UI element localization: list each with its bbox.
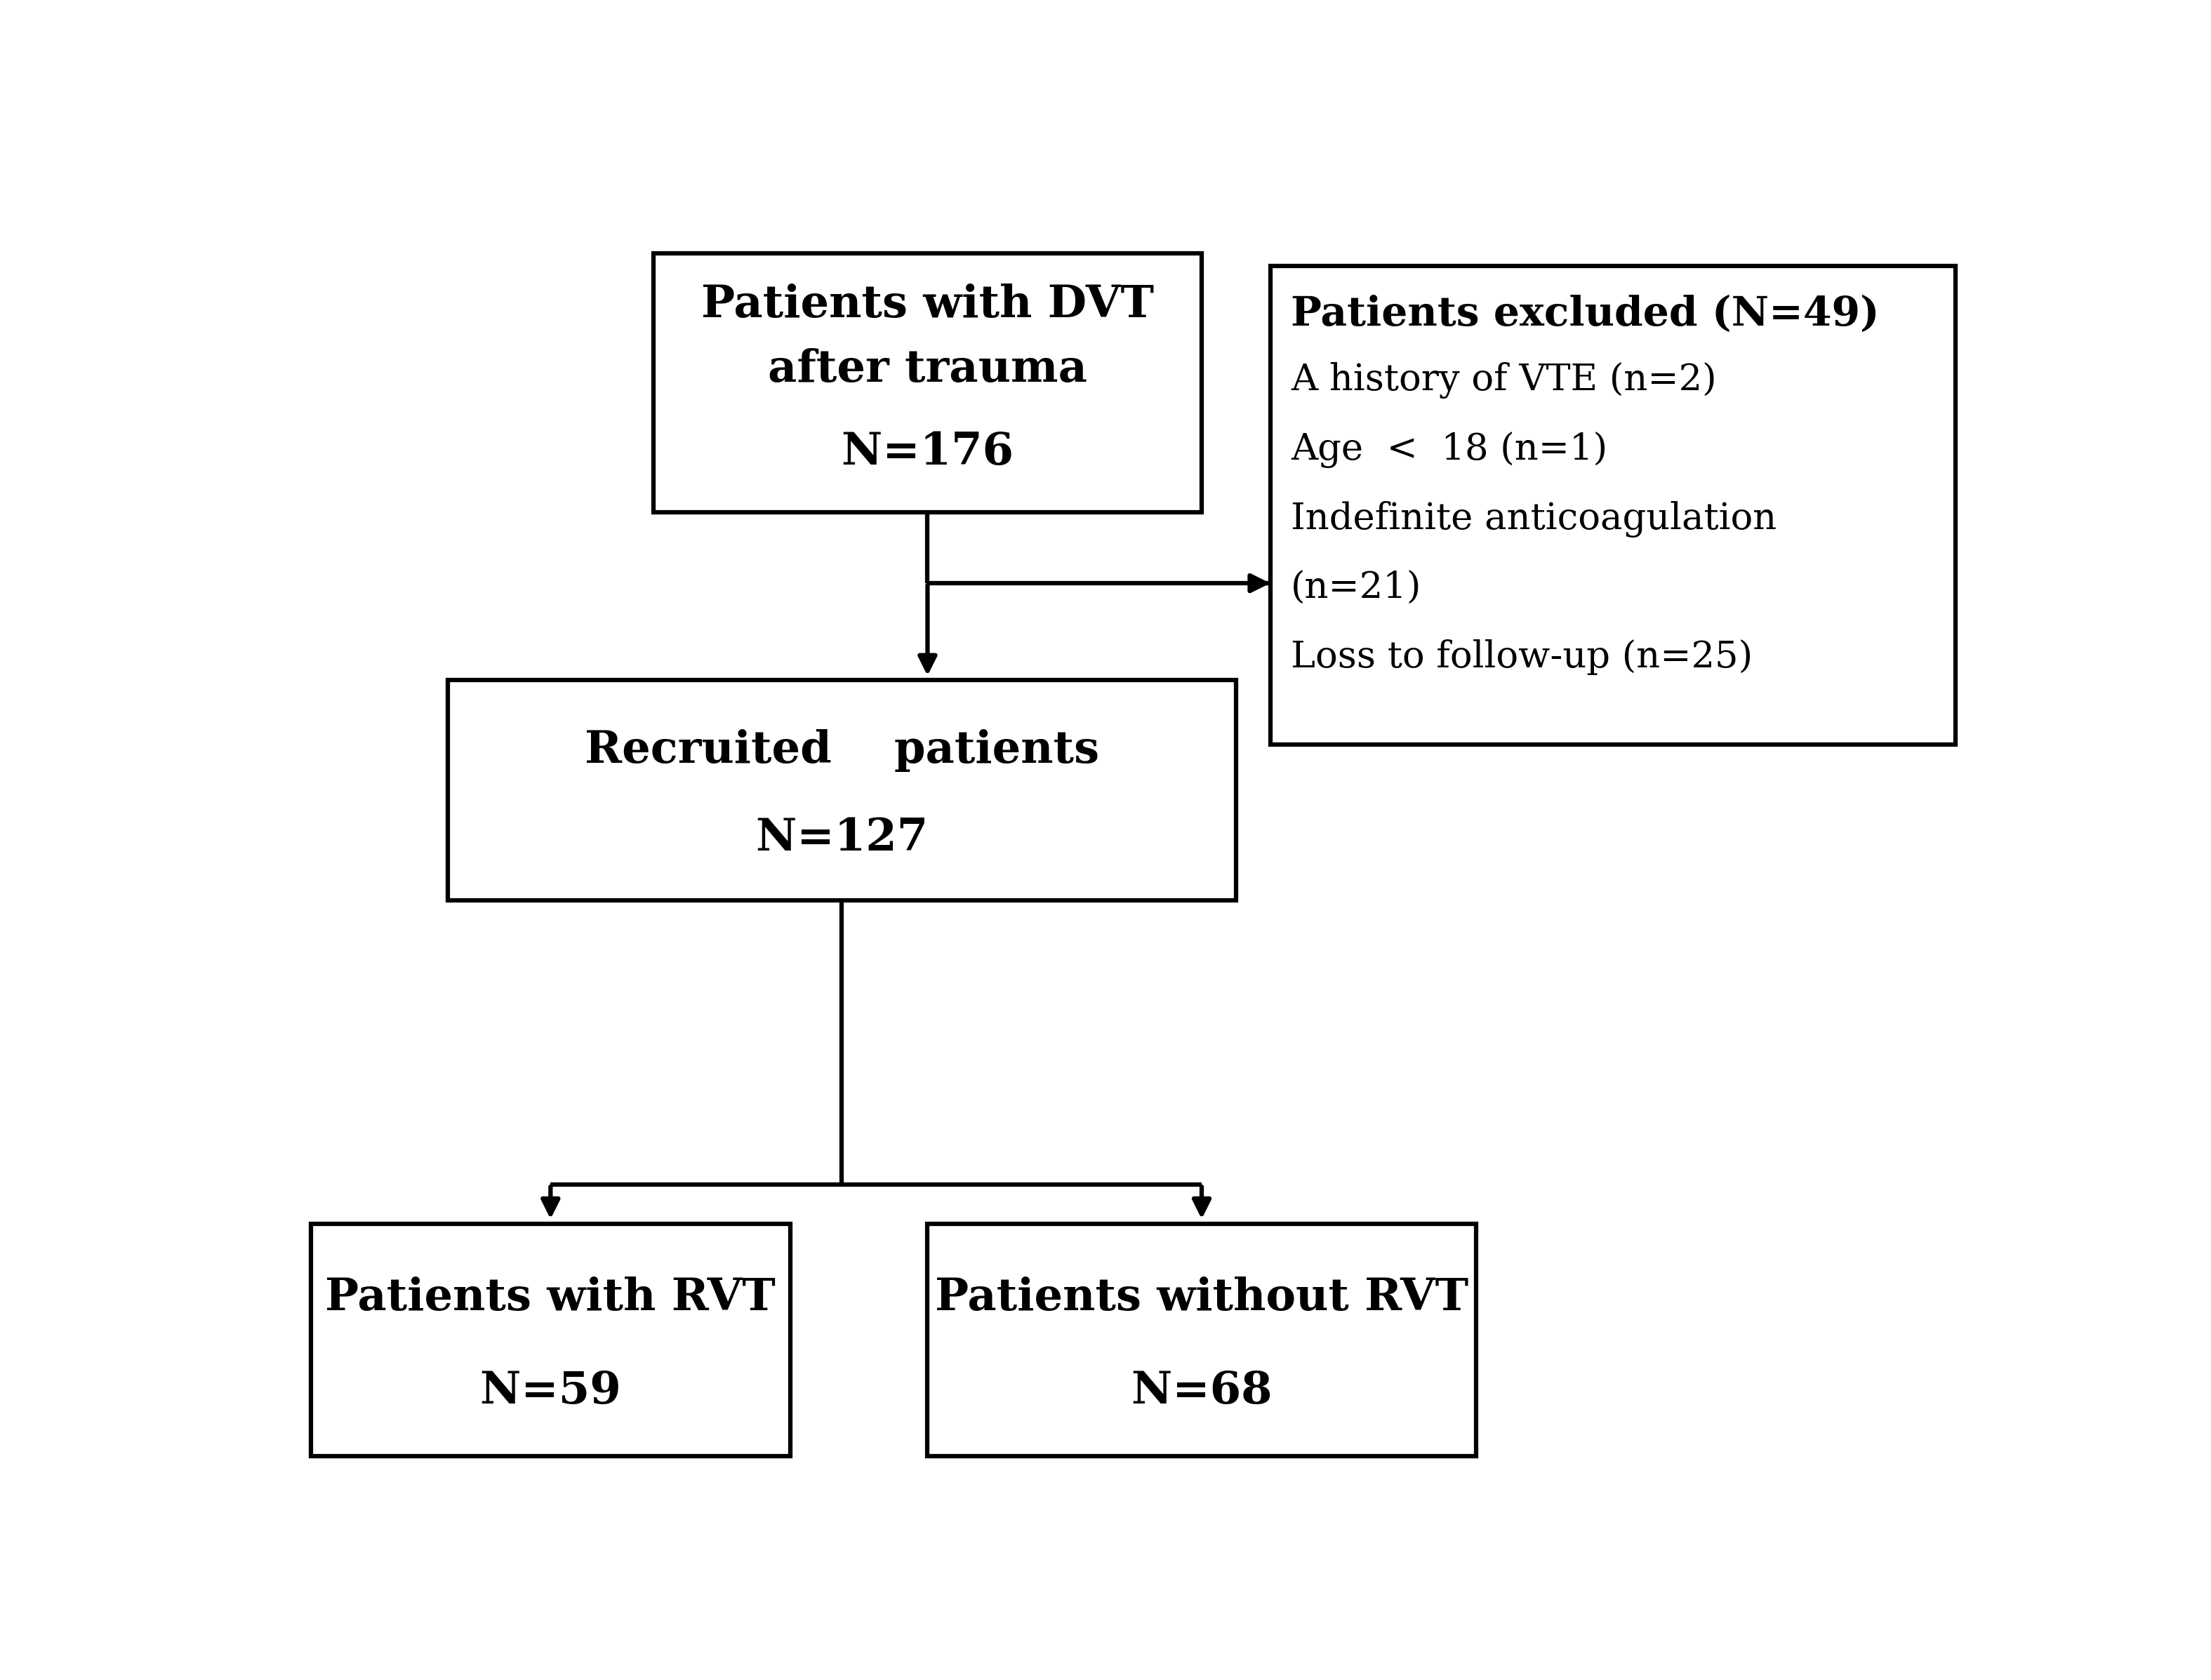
- Text: N=​68: N=​68: [1132, 1369, 1271, 1413]
- Text: Loss to follow-up (n=25): Loss to follow-up (n=25): [1291, 640, 1753, 675]
- Text: Patients with DVT: Patients with DVT: [701, 284, 1154, 326]
- Text: N=​176: N=​176: [842, 432, 1013, 474]
- Text: Patients excluded (N=49): Patients excluded (N=49): [1291, 294, 1879, 334]
- Bar: [310, 1223, 792, 1457]
- Text: Age  <  18 (n=1): Age < 18 (n=1): [1291, 432, 1607, 467]
- Bar: [929, 1223, 1477, 1457]
- Text: after trauma: after trauma: [767, 348, 1088, 391]
- Text: Patients without RVT: Patients without RVT: [935, 1277, 1468, 1319]
- Text: Recruited    patients: Recruited patients: [584, 729, 1099, 773]
- Text: Indefinite anticoagulation: Indefinite anticoagulation: [1291, 501, 1778, 538]
- Text: N=​59: N=​59: [480, 1369, 621, 1413]
- Bar: [1269, 267, 1957, 744]
- Text: A history of VTE (n=2): A history of VTE (n=2): [1291, 361, 1716, 398]
- Text: N=​127: N=​127: [756, 816, 929, 860]
- Text: (n=21): (n=21): [1291, 570, 1422, 606]
- Bar: [447, 680, 1236, 900]
- Bar: [654, 254, 1203, 512]
- Text: Patients with RVT: Patients with RVT: [325, 1277, 776, 1319]
